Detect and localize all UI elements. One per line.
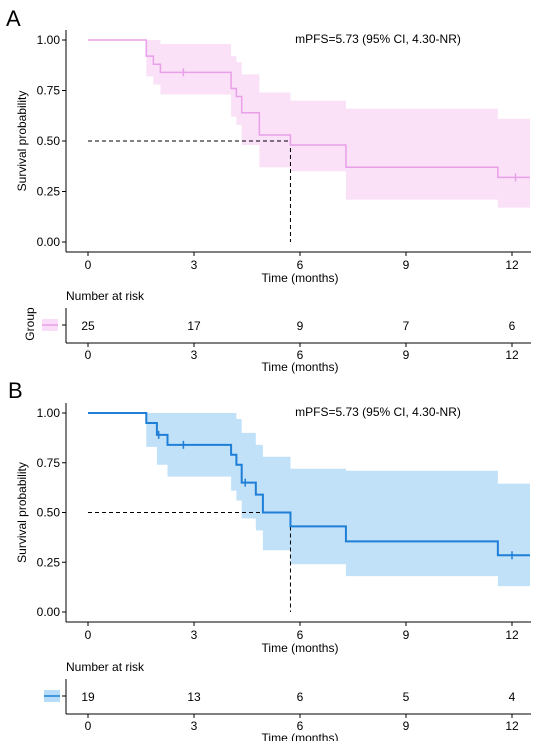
risk-count: 7 [403, 319, 410, 333]
y-axis-label: Survival probability [15, 91, 29, 192]
x-axis-label: Time (months) [262, 271, 339, 285]
risk-x-tick-label: 0 [85, 719, 92, 733]
risk-x-tick-label: 6 [297, 719, 304, 733]
survival-curve [88, 412, 530, 557]
risk-count: 17 [187, 319, 201, 333]
x-tick-label: 9 [403, 258, 410, 272]
x-tick-label: 6 [297, 628, 304, 642]
x-tick-label: 0 [85, 258, 92, 272]
risk-count: 5 [403, 690, 410, 704]
y-tick-label: 0.25 [37, 185, 61, 199]
x-tick-label: 3 [191, 258, 198, 272]
y-tick-label: 1.00 [37, 406, 61, 420]
y-tick-label: 1.00 [37, 33, 61, 47]
risk-count: 4 [509, 690, 516, 704]
y-axis-label: Survival probability [15, 462, 29, 563]
risk-x-tick-label: 9 [403, 348, 410, 362]
x-axis-label: Time (months) [262, 641, 339, 655]
risk-count: 13 [187, 690, 201, 704]
risk-x-tick-label: 3 [191, 348, 198, 362]
risk-count: 6 [297, 690, 304, 704]
survival-curve [88, 39, 530, 179]
median-annotation: mPFS=5.73 (95% CI, 4.30-NR) [295, 405, 461, 419]
y-tick-label: 0.00 [37, 235, 61, 249]
risk-x-tick-label: 12 [505, 719, 519, 733]
risk-table-title: Number at risk [66, 660, 145, 674]
risk-x-axis-label: Time (months) [262, 731, 339, 741]
risk-count: 6 [509, 319, 516, 333]
y-tick-label: 0.75 [37, 456, 61, 470]
panel-label: B [8, 378, 23, 403]
risk-count: 25 [81, 319, 95, 333]
risk-x-tick-label: 6 [297, 348, 304, 362]
x-tick-label: 12 [505, 628, 519, 642]
panel-label: A [6, 6, 21, 31]
y-tick-label: 0.00 [37, 605, 61, 619]
risk-x-tick-label: 0 [85, 348, 92, 362]
x-tick-label: 3 [191, 628, 198, 642]
x-tick-label: 0 [85, 628, 92, 642]
risk-count: 19 [81, 690, 95, 704]
risk-x-tick-label: 12 [505, 348, 519, 362]
risk-count: 9 [297, 319, 304, 333]
y-tick-label: 0.50 [37, 506, 61, 520]
y-tick-label: 0.75 [37, 84, 61, 98]
risk-x-tick-label: 3 [191, 719, 198, 733]
risk-row-label: Group [23, 307, 37, 341]
risk-table-title: Number at risk [66, 289, 145, 303]
x-tick-label: 6 [297, 258, 304, 272]
risk-x-tick-label: 9 [403, 719, 410, 733]
risk-x-axis-label: Time (months) [262, 360, 339, 374]
confidence-band [88, 40, 530, 208]
y-tick-label: 0.50 [37, 134, 61, 148]
x-tick-label: 9 [403, 628, 410, 642]
y-tick-label: 0.25 [37, 555, 61, 569]
x-tick-label: 12 [505, 258, 519, 272]
confidence-band [88, 413, 530, 587]
median-annotation: mPFS=5.73 (95% CI, 4.30-NR) [295, 32, 461, 46]
